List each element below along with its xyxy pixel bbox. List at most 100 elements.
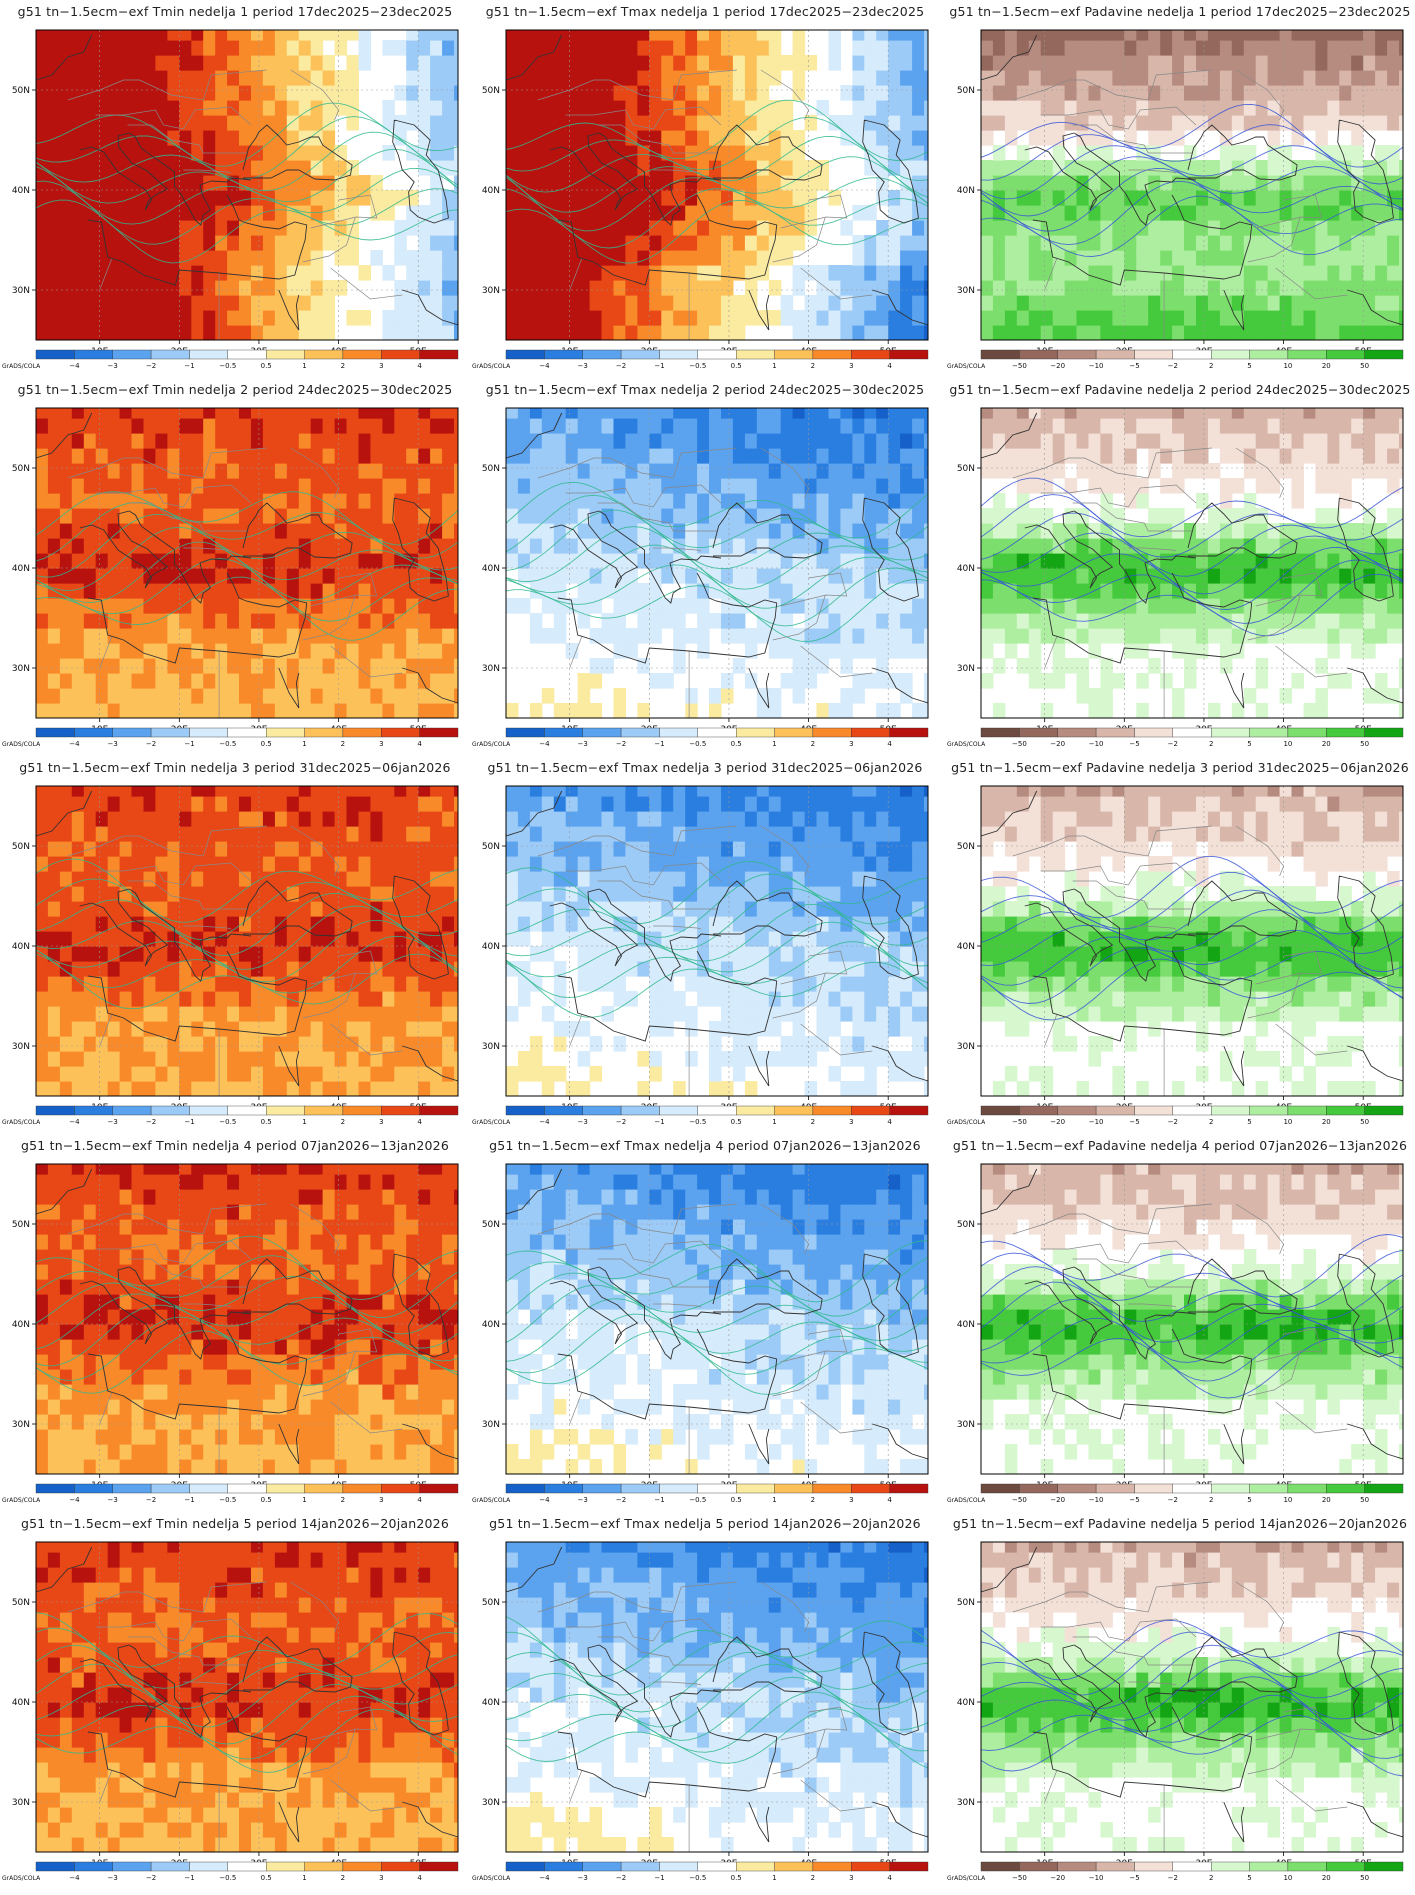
colorbar: −4 −3 −2 −1 −0.5 0.5 1 2 3 4 GrADS/COLA (2, 727, 459, 748)
colorbar-swatch (1057, 1483, 1097, 1494)
lon-label: 30E (250, 725, 267, 730)
colorbar-tick-label: 1 (772, 362, 776, 370)
map-panel-week1-padavine: g51 tn−1.5ecm−exf Padavine nedelja 1 per… (945, 0, 1415, 378)
colorbar-swatch (812, 1483, 852, 1494)
colorbar-swatch (1364, 727, 1404, 738)
colorbar-swatch (812, 1861, 852, 1872)
colorbar-swatch (227, 349, 267, 360)
colorbar-tick-label: −50 (1012, 362, 1027, 370)
map-panel-week1-tmax: g51 tn−1.5ecm−exf Tmax nedelja 1 period … (470, 0, 940, 378)
lat-label: 40N (957, 564, 975, 574)
colorbar-tick-label: −2 (1168, 1496, 1178, 1504)
colorbar-tick-label: −4 (539, 740, 550, 748)
colorbar-credit: GrADS/COLA (472, 363, 511, 370)
lon-label: 30E (720, 1859, 737, 1864)
colorbar-swatch (1287, 349, 1327, 360)
lon-label: 50E (410, 1859, 427, 1864)
colorbar-swatch (1095, 1861, 1135, 1872)
map-panel-week5-padavine: g51 tn−1.5ecm−exf Padavine nedelja 5 per… (945, 1512, 1415, 1890)
colorbar-swatch (419, 1483, 459, 1494)
colorbar-swatch (1134, 1483, 1174, 1494)
colorbar-tick-label: 3 (379, 740, 383, 748)
colorbar-tick-label: 2 (341, 1496, 345, 1504)
lat-label: 30N (12, 1042, 30, 1052)
colorbar-tick-label: 0.5 (731, 362, 742, 370)
colorbar-swatch (1211, 1861, 1250, 1872)
lon-label: 30E (720, 725, 737, 730)
lon-label: 20E (171, 1481, 188, 1486)
colorbar-swatch (227, 1861, 267, 1872)
colorbar-tick-label: 0.5 (261, 1874, 272, 1882)
colorbar: −4 −3 −2 −1 −0.5 0.5 1 2 3 4 GrADS/COLA (472, 1861, 929, 1882)
colorbar-tick-label: 2 (811, 740, 815, 748)
lon-label: 20E (171, 1859, 188, 1864)
colorbar-tick-label: 2 (341, 362, 345, 370)
colorbar-tick-label: −3 (578, 1118, 588, 1126)
lon-label: 50E (880, 1103, 897, 1108)
colorbar-tick-label: −20 (1050, 1118, 1065, 1126)
lat-label: 50N (482, 86, 500, 96)
lon-label: 30E (250, 1103, 267, 1108)
colorbar-tick-label: 3 (849, 1118, 853, 1126)
colorbar-tick-label: −4 (539, 1874, 550, 1882)
lat-label: 40N (482, 942, 500, 952)
lat-label: 50N (482, 464, 500, 474)
colorbar-swatch (1249, 1483, 1289, 1494)
panel-title: g51 tn−1.5ecm−exf Tmax nedelja 2 period … (485, 382, 925, 397)
lon-label: 30E (250, 1481, 267, 1486)
colorbar-tick-label: 1 (772, 740, 776, 748)
colorbar-tick-label: 5 (1247, 1118, 1251, 1126)
colorbar-tick-label: −3 (578, 740, 588, 748)
lat-label: 50N (957, 1598, 975, 1608)
colorbar-swatch (189, 727, 229, 738)
anomaly-map: 10E 20E 30E 40E 50E 50N 40N 30N (482, 785, 929, 1108)
lon-label: 20E (171, 725, 188, 730)
lon-label: 40E (800, 1103, 817, 1108)
map-panel-week4-tmax: g51 tn−1.5ecm−exf Tmax nedelja 4 period … (470, 1134, 940, 1512)
colorbar-tick-label: −50 (1012, 1874, 1027, 1882)
colorbar: −50 −20 −10 −5 −2 2 5 10 20 50 GrADS/COLA (947, 1105, 1404, 1126)
lon-label: 40E (1275, 725, 1292, 730)
colorbar-tick-label: 3 (849, 1496, 853, 1504)
colorbar-tick-label: 2 (341, 1118, 345, 1126)
colorbar-swatch (582, 1861, 622, 1872)
colorbar-swatch (736, 349, 775, 360)
lat-label: 40N (482, 564, 500, 574)
colorbar-swatch (1326, 727, 1365, 738)
colorbar-swatch (150, 727, 190, 738)
colorbar-swatch (620, 1483, 660, 1494)
colorbar-swatch (342, 727, 382, 738)
colorbar-swatch (1057, 727, 1097, 738)
colorbar-tick-label: 3 (849, 740, 853, 748)
colorbar-swatch (342, 1483, 382, 1494)
colorbar-credit: GrADS/COLA (947, 741, 986, 748)
colorbar-credit: GrADS/COLA (472, 1875, 511, 1882)
lat-label: 30N (482, 664, 500, 674)
colorbar-tick-label: −10 (1089, 1118, 1104, 1126)
colorbar-tick-label: −1 (184, 1118, 194, 1126)
colorbar-tick-label: −3 (108, 1118, 118, 1126)
colorbar-tick-label: −3 (578, 362, 588, 370)
colorbar-credit: GrADS/COLA (947, 363, 986, 370)
panel-title: g51 tn−1.5ecm−exf Tmin nedelja 4 period … (21, 1138, 449, 1153)
lon-label: 50E (1355, 347, 1372, 352)
map-panel-week4-tmin: g51 tn−1.5ecm−exf Tmin nedelja 4 period … (0, 1134, 470, 1512)
colorbar-tick-label: −2 (1168, 1874, 1178, 1882)
lon-label: 50E (410, 1481, 427, 1486)
colorbar-tick-label: −3 (108, 1874, 118, 1882)
anomaly-map: 10E 20E 30E 40E 50E 50N 40N 30N (12, 1541, 459, 1864)
colorbar-swatch (189, 1105, 229, 1116)
colorbar-tick-label: 4 (417, 740, 422, 748)
anomaly-map: 10E 20E 30E 40E 50E 50N 40N 30N (957, 1541, 1404, 1864)
colorbar-tick-label: 4 (887, 1874, 892, 1882)
anomaly-map: 10E 20E 30E 40E 50E 50N 40N 30N (482, 1163, 929, 1486)
colorbar-swatch (1095, 1483, 1135, 1494)
colorbar-swatch (1249, 1861, 1289, 1872)
colorbar-swatch (1134, 1861, 1174, 1872)
colorbar-credit: GrADS/COLA (2, 1497, 41, 1504)
anomaly-map: 10E 20E 30E 40E 50E 50N 40N 30N (12, 785, 459, 1108)
lon-label: 20E (641, 347, 658, 352)
lon-label: 30E (1195, 1481, 1212, 1486)
colorbar-swatch (774, 727, 814, 738)
colorbar-tick-label: 3 (849, 1874, 853, 1882)
